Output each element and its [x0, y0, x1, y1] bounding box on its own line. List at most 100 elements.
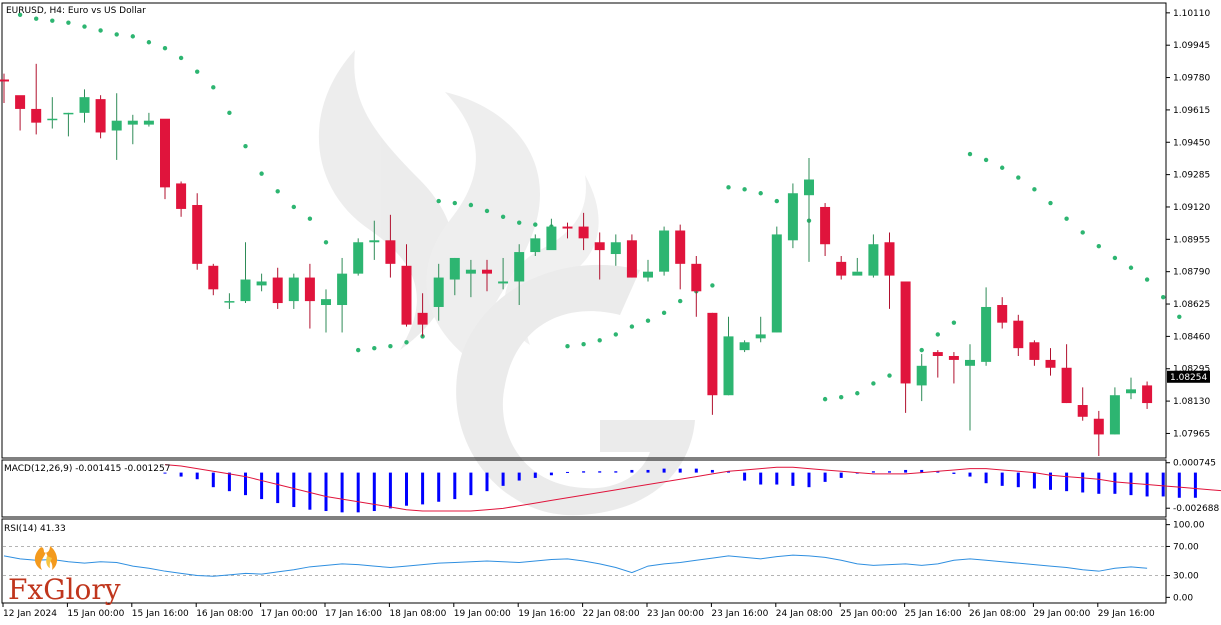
time-tick-label: 16 Jan 08:00 [196, 609, 253, 619]
candle [981, 287, 992, 366]
psar-dot [533, 222, 538, 227]
time-tick-label: 17 Jan 00:00 [261, 609, 318, 619]
candle [192, 193, 203, 270]
time-tick-label: 15 Jan 00:00 [67, 609, 124, 619]
candle [224, 293, 235, 309]
psar-dot [291, 204, 296, 210]
psar-dot [726, 185, 731, 190]
candle-body [546, 226, 557, 251]
candle-body [401, 265, 412, 325]
candle-body [514, 252, 525, 282]
psar-dot [1032, 187, 1037, 192]
macd-bar [791, 472, 795, 486]
candle-body [1045, 359, 1056, 368]
time-tick-label: 29 Jan 16:00 [1098, 609, 1155, 619]
candle-body [465, 269, 476, 274]
psar-dot [1144, 277, 1150, 282]
candle-body [272, 277, 283, 304]
candle [932, 350, 943, 378]
candle-body [224, 301, 235, 303]
psar-dot [146, 40, 152, 45]
candle-body [965, 359, 975, 366]
macd-bar [388, 472, 392, 509]
psar-dot [1080, 230, 1085, 235]
macd-bar [1161, 472, 1165, 497]
candle-body [63, 112, 74, 115]
psar-dot [951, 320, 957, 325]
candle [208, 263, 219, 296]
macd-bar [1177, 472, 1181, 498]
macd-bar [727, 471, 730, 473]
macd-bar [1097, 472, 1101, 494]
candle [95, 95, 106, 139]
candle [321, 289, 331, 333]
candle [1109, 387, 1120, 435]
macd-bar [968, 472, 972, 477]
candle-body [15, 95, 26, 109]
candle-body [417, 312, 428, 325]
time-tick-label: 25 Jan 16:00 [905, 609, 962, 619]
psar-dot [372, 345, 377, 351]
macd-histogram [163, 468, 1197, 513]
candle-body [1013, 320, 1024, 349]
psar-dot [919, 347, 924, 353]
psar-dot [678, 298, 683, 304]
macd-bar [549, 472, 553, 476]
psar-dot [581, 342, 586, 347]
macd-bar [920, 469, 924, 473]
candle [965, 344, 975, 431]
candle-body [47, 118, 58, 121]
candle [659, 226, 670, 276]
candle-body [353, 242, 364, 274]
time-tick-label: 23 Jan 16:00 [711, 609, 768, 619]
candle [304, 263, 315, 329]
candle-body [111, 120, 122, 131]
time-axis: 12 Jan 2024 15 Jan 00:00 15 Jan 16:00 16 Ja… [2, 603, 1155, 619]
candle-body [160, 118, 170, 188]
candle-body [385, 240, 396, 264]
candle [868, 234, 879, 278]
candlestick-series [0, 63, 1153, 456]
candle-body [594, 242, 605, 251]
macd-bar [1032, 472, 1036, 489]
macd-bar [195, 472, 199, 480]
time-tick-label: 23 Jan 00:00 [647, 609, 704, 619]
candle-body [675, 230, 686, 264]
macd-bar [276, 472, 280, 504]
psar-dot [983, 157, 989, 163]
psar-dot [1112, 255, 1118, 261]
candle [498, 257, 509, 290]
macd-bar [952, 472, 956, 474]
candle-body [31, 108, 42, 123]
time-tick-label: 17 Jan 16:00 [325, 609, 382, 619]
price-tick-label: 1.09615 [1173, 106, 1210, 116]
candle [884, 232, 895, 309]
macd-bar [582, 471, 586, 473]
candle [0, 73, 9, 104]
watermark-flame-logo [318, 50, 695, 516]
candle [836, 255, 847, 280]
candle [1093, 410, 1104, 456]
candle-body [771, 234, 782, 333]
time-tick-label: 26 Jan 08:00 [969, 609, 1026, 619]
candle [852, 257, 863, 276]
candle [1077, 387, 1088, 421]
psar-dot [34, 16, 39, 21]
macd-bar [1193, 472, 1197, 498]
candle-body [610, 242, 621, 255]
candle-body [836, 261, 847, 276]
macd-label: MACD(12,26,9) -0.001415 -0.001257 [4, 464, 170, 474]
candle [449, 257, 460, 296]
candle [643, 259, 653, 282]
candle [755, 316, 766, 343]
price-tick-label: 1.09120 [1173, 203, 1210, 213]
psar-dot [500, 214, 506, 219]
psar-dot [98, 28, 103, 33]
psar-dot [307, 216, 313, 221]
psar-dot [661, 310, 667, 316]
macd-bar [405, 472, 408, 506]
candle [465, 259, 476, 298]
macd-bar [211, 472, 215, 488]
psar-dot [1064, 216, 1069, 221]
candle [739, 340, 750, 353]
